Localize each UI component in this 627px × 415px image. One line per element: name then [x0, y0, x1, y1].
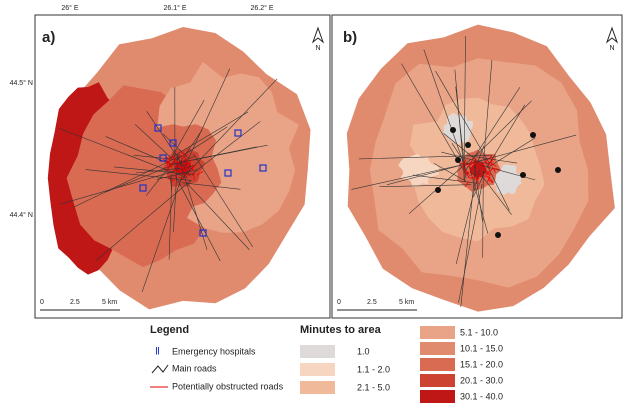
legend-label: 30.1 - 40.0: [460, 391, 503, 401]
legend-swatch: [420, 358, 455, 371]
legend-label: Potentially obstructed roads: [172, 381, 284, 391]
panel-label: b): [343, 29, 357, 46]
hospital: [435, 187, 441, 193]
hospital: [455, 157, 461, 163]
lon-label: 26.2° E: [250, 4, 273, 12]
legend-label: Main roads: [172, 363, 217, 373]
hospital: [450, 127, 456, 133]
hospital: [495, 232, 501, 238]
legend-swatch: [420, 374, 455, 387]
legend-swatch: [300, 345, 335, 358]
legend-label: 20.1 - 30.0: [460, 375, 503, 385]
maps: [48, 25, 615, 312]
legend-label: 10.1 - 15.0: [460, 343, 503, 353]
lon-label: 26° E: [61, 4, 79, 12]
legend-label: 2.1 - 5.0: [357, 382, 390, 392]
legend-title: Legend: [150, 324, 189, 336]
panel-label: a): [42, 29, 55, 46]
legend-title: Minutes to area: [300, 324, 382, 336]
hospital: [465, 142, 471, 148]
scale-label: 0: [337, 299, 341, 306]
hospital: [555, 167, 561, 173]
obstructed-road: [186, 166, 187, 171]
road-icon: [152, 365, 168, 373]
legend-label: Emergency hospitals: [172, 346, 256, 356]
lon-label: 26.1° E: [163, 4, 186, 12]
scale-label: 5 km: [102, 299, 117, 306]
scale-label: 2.5: [70, 299, 80, 306]
lat-label: 44.5° N: [10, 79, 33, 87]
lat-label: 44.4° N: [10, 211, 33, 219]
hospital: [520, 172, 526, 178]
legend-swatch: [420, 342, 455, 355]
legend-swatch: [300, 363, 335, 376]
legend-label: 15.1 - 20.0: [460, 359, 503, 369]
hospital-icon: Ⅱ: [155, 347, 160, 358]
legend-label: 1.0: [357, 346, 370, 356]
figure: 26° E 26.1° E 26.2° E 44.5° N 44.4° N a)…: [0, 0, 627, 410]
legend-label: 1.1 - 2.0: [357, 364, 390, 374]
scale-label: 5 km: [399, 299, 414, 306]
north-label: N: [609, 45, 614, 52]
scale-label: 0: [40, 299, 44, 306]
legend-label: 5.1 - 10.0: [460, 327, 498, 337]
scale-label: 2.5: [367, 299, 377, 306]
legend-swatch: [420, 326, 455, 339]
legend-swatch: [300, 381, 335, 394]
legend-swatch: [420, 390, 455, 403]
hospital: [530, 132, 536, 138]
north-label: N: [315, 45, 320, 52]
